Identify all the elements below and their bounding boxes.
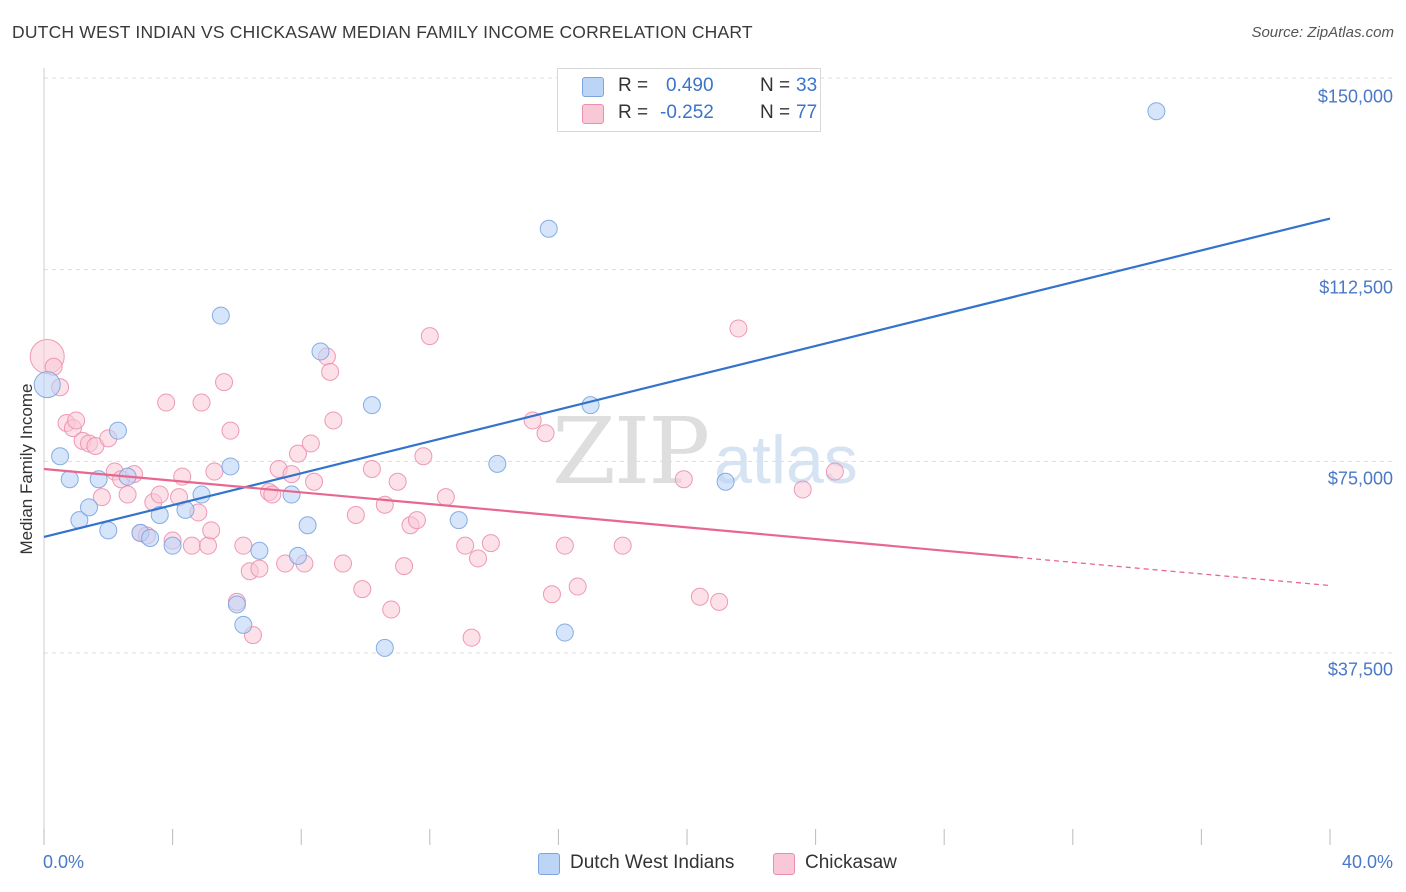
- legend-r-label: R =: [618, 102, 649, 123]
- dutch-west-indian-point: [282, 485, 301, 504]
- legend-n-label: N =: [760, 102, 791, 123]
- dutch-west-indian-point: [221, 457, 240, 476]
- dutch-west-indian-point: [449, 511, 468, 530]
- y-tick-label-37500: $37,500: [1327, 659, 1393, 680]
- series-swatch-blue: [538, 853, 560, 875]
- chickasaw-point: [536, 424, 555, 443]
- chickasaw-trend-extension: [1018, 556, 1331, 587]
- chickasaw-point: [462, 628, 481, 647]
- dutch-west-indian-point: [33, 371, 61, 399]
- chickasaw-point: [825, 462, 844, 481]
- chickasaw-point: [67, 411, 86, 430]
- dutch-west-indian-point: [298, 516, 317, 535]
- dutch-west-indian-point: [60, 470, 79, 489]
- series-label: Chickasaw: [805, 852, 897, 873]
- chickasaw-point: [456, 536, 475, 555]
- series-label: Dutch West Indians: [570, 852, 735, 873]
- dutch-west-indian-point: [211, 306, 230, 325]
- dutch-west-indian-point: [99, 521, 118, 540]
- dutch-west-indian-point: [51, 447, 70, 466]
- dutch-west-indian-point: [539, 219, 558, 238]
- chickasaw-point: [436, 488, 455, 507]
- chickasaw-point: [305, 472, 324, 491]
- dutch-west-indian-point: [555, 623, 574, 642]
- dutch-west-indian-point: [250, 541, 269, 560]
- chickasaw-point: [301, 434, 320, 453]
- dutch-west-indian-trend-line: [43, 217, 1331, 539]
- chickasaw-point: [407, 511, 426, 530]
- y-tick-label-75000: $75,000: [1327, 468, 1393, 489]
- series-swatch-pink: [773, 853, 795, 875]
- legend-n-value: 33: [796, 75, 818, 96]
- chickasaw-point: [542, 585, 561, 604]
- dutch-west-indian-point: [163, 536, 182, 555]
- y-axis-label: Median Family Income: [17, 383, 36, 555]
- legend-n-label: N =: [760, 75, 791, 96]
- y-tick-label-150000: $150,000: [1317, 86, 1393, 107]
- chickasaw-point: [568, 577, 587, 596]
- chickasaw-point: [205, 462, 224, 481]
- chickasaw-point: [221, 421, 240, 440]
- chickasaw-point: [729, 319, 748, 338]
- legend-swatch-blue: [582, 77, 604, 97]
- dutch-west-indian-point: [108, 421, 127, 440]
- x-tick-label-min: 0.0%: [43, 852, 85, 872]
- dutch-west-indian-point: [80, 498, 99, 517]
- y-tick-label-112500: $112,500: [1319, 277, 1393, 298]
- legend-r-label: R =: [618, 75, 649, 96]
- chickasaw-point: [234, 536, 253, 555]
- chickasaw-point: [321, 362, 340, 381]
- chart-title: DUTCH WEST INDIAN VS CHICKASAW MEDIAN FA…: [12, 22, 753, 42]
- chickasaw-point: [288, 444, 307, 463]
- chickasaw-point: [710, 592, 729, 611]
- chickasaw-point: [202, 521, 221, 540]
- x-tick-label-max: 40.0%: [1341, 852, 1393, 872]
- dutch-west-indian-point: [375, 638, 394, 657]
- chickasaw-point: [362, 460, 381, 478]
- chickasaw-point: [346, 506, 365, 524]
- legend-n-value: 77: [796, 102, 818, 123]
- dutch-west-indian-point: [488, 454, 507, 473]
- chickasaw-point: [157, 393, 176, 412]
- chickasaw-point: [150, 485, 169, 504]
- dutch-west-indian-point: [141, 529, 160, 547]
- dutch-west-indian-point: [227, 595, 246, 614]
- chickasaw-point: [198, 536, 217, 555]
- chickasaw-trend-line: [43, 467, 1019, 559]
- chickasaw-point: [481, 534, 500, 553]
- dutch-west-indian-point: [311, 342, 330, 361]
- chickasaw-point: [118, 485, 137, 504]
- chickasaw-point: [395, 557, 414, 576]
- chickasaw-point: [382, 600, 401, 619]
- dutch-west-indian-point: [1147, 102, 1166, 121]
- chickasaw-point: [215, 373, 234, 392]
- chickasaw-point: [92, 488, 111, 507]
- chickasaw-point: [250, 559, 269, 578]
- chickasaw-point: [192, 393, 211, 412]
- dutch-west-indian-point: [716, 472, 735, 491]
- dutch-west-indian-point: [150, 506, 169, 524]
- chickasaw-point: [353, 580, 372, 599]
- chickasaw-point: [674, 470, 693, 489]
- dutch-west-indian-point: [234, 615, 253, 634]
- source-label: Source: ZipAtlas.com: [1251, 24, 1394, 41]
- chickasaw-point: [793, 480, 812, 499]
- chickasaw-point: [182, 536, 201, 555]
- chickasaw-point: [333, 554, 352, 573]
- chickasaw-point: [469, 549, 488, 568]
- correlation-legend: R = 0.490 N = 33 R = -0.252 N = 77: [557, 68, 821, 132]
- chickasaw-point: [324, 411, 343, 430]
- legend-swatch-pink: [582, 104, 604, 124]
- legend-r-value: 0.490: [666, 75, 714, 96]
- legend-r-value: -0.252: [660, 102, 714, 123]
- chickasaw-point: [690, 587, 709, 606]
- dutch-west-indian-point: [288, 546, 307, 565]
- dutch-west-indian-point: [362, 396, 381, 415]
- chickasaw-point: [414, 447, 433, 466]
- chickasaw-point: [555, 536, 574, 555]
- chickasaw-point: [613, 536, 632, 555]
- chickasaw-point: [388, 472, 407, 491]
- chickasaw-point: [420, 327, 439, 346]
